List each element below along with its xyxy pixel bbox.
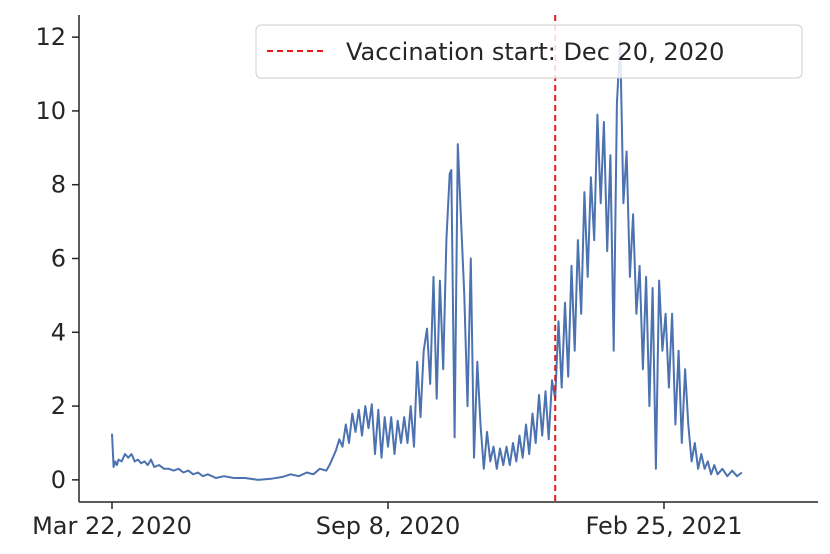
y-tick-label: 12 xyxy=(35,23,66,51)
y-ticks: 0 2 4 6 8 10 12 xyxy=(35,23,79,494)
y-tick-label: 10 xyxy=(35,97,66,125)
axes xyxy=(78,15,818,503)
legend-label-vaccination: Vaccination start: Dec 20, 2020 xyxy=(346,38,724,66)
legend-box xyxy=(255,24,803,79)
series-line xyxy=(111,39,743,481)
y-tick-label: 2 xyxy=(51,392,66,420)
x-tick-label: Feb 25, 2021 xyxy=(585,512,742,540)
y-tick-label: 0 xyxy=(51,466,66,494)
x-tick-label: Sep 8, 2020 xyxy=(316,512,460,540)
y-tick-label: 4 xyxy=(51,318,66,346)
x-ticks: Mar 22, 2020 Sep 8, 2020 Feb 25, 2021 xyxy=(32,502,742,540)
y-tick-label: 8 xyxy=(51,171,66,199)
x-tick-label: Mar 22, 2020 xyxy=(32,512,192,540)
y-tick-label: 6 xyxy=(51,245,66,273)
legend: Vaccination start: Dec 20, 2020 xyxy=(255,24,803,79)
